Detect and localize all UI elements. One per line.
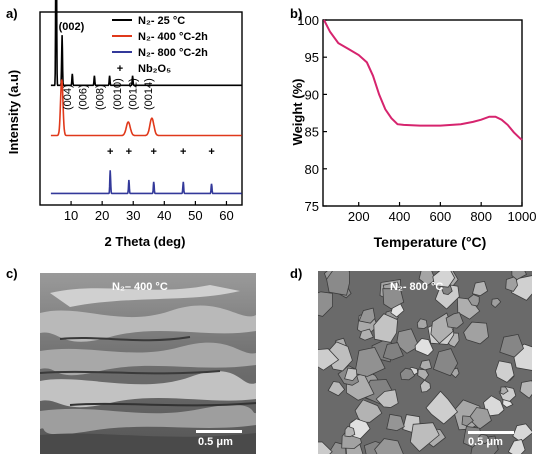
xrd-legend-label: Nb₂O₅ <box>138 63 171 75</box>
panel-d-letter: d) <box>290 266 303 281</box>
sem-d-condition-label: N₂- 800 °C <box>390 281 444 293</box>
tga-y-tick-label: 95 <box>305 50 319 65</box>
tga-axes: 200 400 600 800 1000 75 80 85 90 95 100 <box>297 13 536 224</box>
xrd-nb2o5-marker: + <box>151 146 157 158</box>
xrd-legend-label: N₂- 800 °C-2h <box>138 47 208 59</box>
tga-x-tick-label: 400 <box>389 209 411 224</box>
xrd-peak-label: (008) <box>95 84 107 110</box>
xrd-series-line <box>50 170 242 195</box>
xrd-peak-label: (0012) <box>127 78 139 110</box>
xrd-nb2o5-marker: + <box>208 146 214 158</box>
xrd-x-axis-label: 2 Theta (deg) <box>105 234 186 249</box>
sem-c-condition-label: N₂– 400 °C <box>112 281 168 293</box>
tga-y-tick-label: 100 <box>297 13 319 28</box>
xrd-peak-label: (0010) <box>112 78 124 110</box>
sem-d-scale-label: 0.5 μm <box>468 436 503 448</box>
sem-c-scale-bar <box>196 430 242 433</box>
tga-y-axis-label: Weight (%) <box>290 79 305 146</box>
xrd-series-group <box>50 0 242 195</box>
xrd-x-tick-label: 30 <box>126 208 140 223</box>
xrd-peak-label: (0014) <box>143 78 155 110</box>
sem-texture-particles <box>318 271 532 454</box>
xrd-nb2o5-marker: + <box>126 146 132 158</box>
xrd-x-tick-label: 10 <box>64 208 78 223</box>
tga-x-tick-label: 200 <box>348 209 370 224</box>
tga-y-tick-label: 90 <box>305 87 319 102</box>
xrd-markers-group: + + + + + <box>107 146 215 158</box>
xrd-peak-label: (006) <box>78 84 90 110</box>
panel-c-letter: c) <box>6 266 18 281</box>
tga-chart: 200 400 600 800 1000 75 80 85 90 95 100 Temperatur… <box>290 13 536 250</box>
sem-d-scale-bar <box>468 431 514 434</box>
xrd-x-tick-label: 60 <box>219 208 233 223</box>
tga-x-axis-label: Temperature (°C) <box>374 234 487 250</box>
tga-x-tick-label: 800 <box>470 209 492 224</box>
tga-y-tick-label: 80 <box>305 162 319 177</box>
xrd-y-axis-label: Intensity (a.u) <box>6 70 21 155</box>
tga-x-tick-label: 600 <box>430 209 452 224</box>
xrd-nb2o5-marker: + <box>180 146 186 158</box>
sem-image-800c: N₂- 800 °C 0.5 μm <box>318 271 532 454</box>
tga-series-line <box>323 19 523 141</box>
xrd-legend-marker: + <box>117 63 123 75</box>
tga-series-group <box>323 19 523 141</box>
xrd-peak-label: (004) <box>62 84 74 110</box>
tga-y-tick-label: 85 <box>305 125 319 140</box>
sem-texture-layered <box>40 273 256 454</box>
tga-plot-frame <box>322 19 523 207</box>
xrd-x-tick-label: 20 <box>95 208 109 223</box>
xrd-nb2o5-marker: + <box>107 146 113 158</box>
xrd-chart: 10 20 30 40 50 60 + + + + + (002)(004) (006) (008)(… <box>6 0 243 249</box>
xrd-legend-label: N₂- 25 °C <box>138 15 185 27</box>
xrd-legend: N₂- 25 °C N₂- 400 °C-2h N₂- 800 °C-2h + Nb₂O… <box>112 15 208 75</box>
xrd-annotations-group: (002) (004) (006) (008) (0010) (0012) (0014) <box>59 21 155 110</box>
xrd-legend-label: N₂- 400 °C-2h <box>138 31 208 43</box>
xrd-x-tick-label: 50 <box>188 208 202 223</box>
xrd-axes: 10 20 30 40 50 60 <box>39 11 243 223</box>
tga-y-tick-label: 75 <box>305 199 319 214</box>
xrd-series-line <box>50 79 242 137</box>
xrd-plot-frame <box>39 11 243 206</box>
sem-image-400c: N₂– 400 °C 0.5 μm <box>40 273 256 454</box>
tga-x-tick-label: 1000 <box>508 209 537 224</box>
xrd-series-line <box>50 0 242 87</box>
xrd-x-tick-label: 40 <box>157 208 171 223</box>
sem-c-scale-label: 0.5 μm <box>198 436 233 448</box>
xrd-peak-label: (002) <box>59 21 85 33</box>
panel-a-letter: a) <box>6 6 18 21</box>
panel-b-letter: b) <box>290 6 303 21</box>
